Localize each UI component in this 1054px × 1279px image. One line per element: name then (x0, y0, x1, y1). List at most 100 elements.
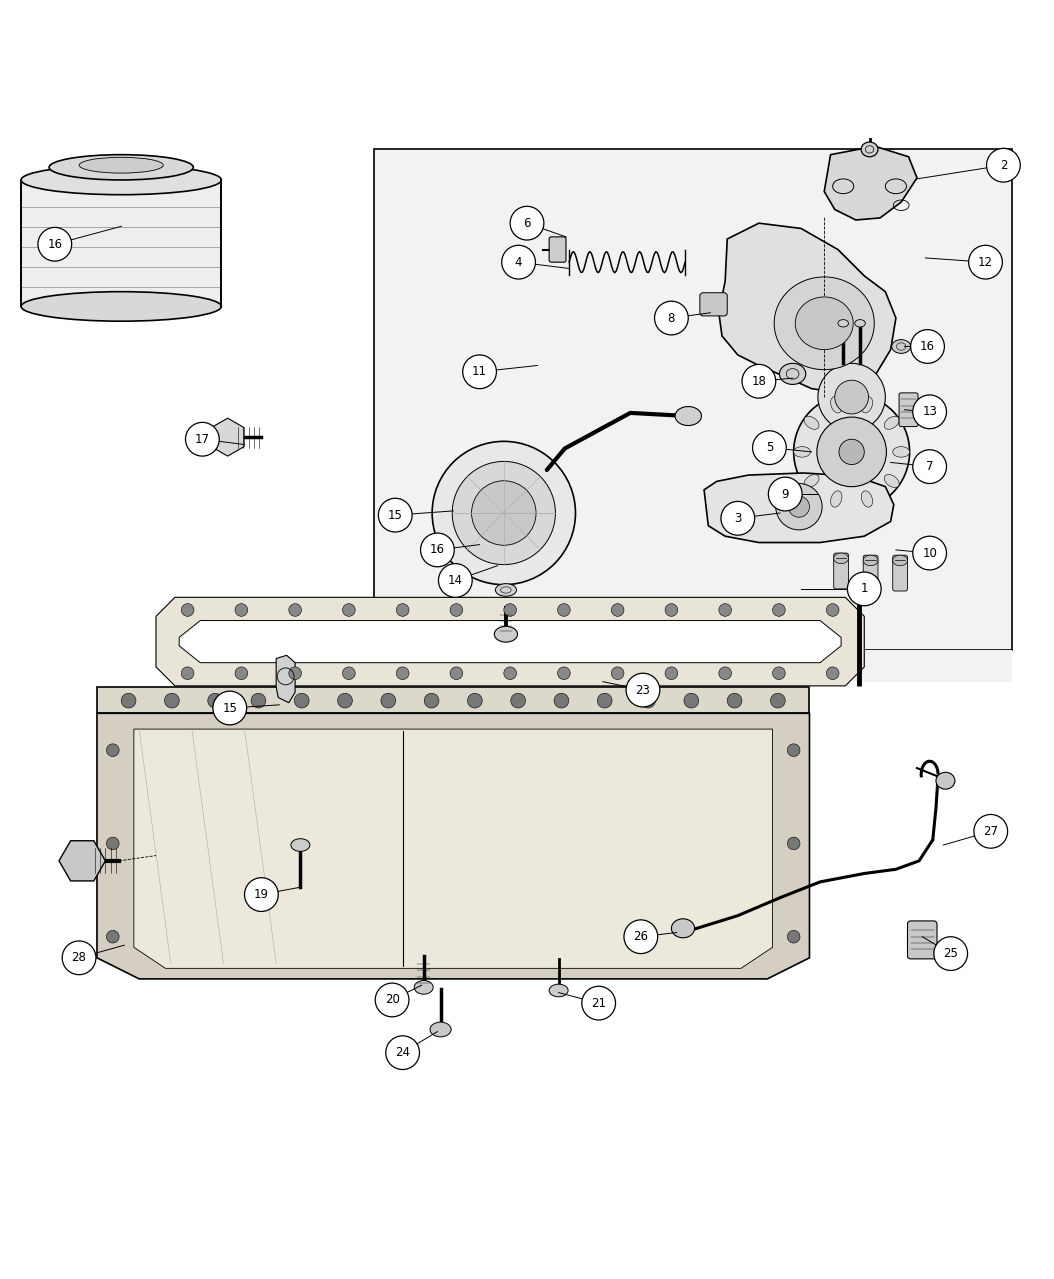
Text: 16: 16 (47, 238, 62, 251)
Ellipse shape (21, 292, 221, 321)
Text: 7: 7 (925, 460, 934, 473)
Circle shape (396, 604, 409, 616)
Circle shape (839, 439, 864, 464)
Circle shape (826, 604, 839, 616)
Circle shape (62, 941, 96, 975)
FancyBboxPatch shape (899, 393, 918, 427)
Ellipse shape (892, 340, 911, 353)
Circle shape (974, 815, 1008, 848)
Text: 18: 18 (752, 375, 766, 388)
Text: 6: 6 (523, 216, 531, 230)
Circle shape (558, 604, 570, 616)
Circle shape (343, 666, 355, 679)
Circle shape (38, 228, 72, 261)
FancyBboxPatch shape (907, 921, 937, 959)
Circle shape (213, 691, 247, 725)
Circle shape (343, 604, 355, 616)
Circle shape (969, 246, 1002, 279)
FancyBboxPatch shape (863, 555, 878, 591)
Ellipse shape (838, 320, 848, 327)
Ellipse shape (861, 396, 873, 413)
Text: 9: 9 (781, 487, 789, 500)
Circle shape (378, 499, 412, 532)
Polygon shape (719, 223, 896, 391)
Text: 10: 10 (922, 546, 937, 560)
Circle shape (164, 693, 179, 709)
Circle shape (611, 666, 624, 679)
Polygon shape (704, 473, 894, 542)
Circle shape (817, 417, 886, 487)
FancyBboxPatch shape (549, 237, 566, 262)
Circle shape (208, 693, 222, 709)
Circle shape (770, 693, 785, 709)
Ellipse shape (863, 555, 878, 565)
Circle shape (794, 394, 910, 510)
Text: 15: 15 (222, 701, 237, 715)
Circle shape (913, 395, 946, 428)
Circle shape (181, 666, 194, 679)
Circle shape (787, 838, 800, 849)
Text: 14: 14 (448, 574, 463, 587)
Text: 5: 5 (766, 441, 773, 454)
Ellipse shape (430, 1022, 451, 1037)
Ellipse shape (834, 553, 848, 564)
Polygon shape (97, 687, 809, 714)
Ellipse shape (831, 491, 842, 508)
Text: 23: 23 (636, 683, 650, 697)
Text: 28: 28 (72, 952, 86, 964)
Circle shape (719, 604, 731, 616)
Polygon shape (156, 597, 864, 686)
Circle shape (289, 604, 301, 616)
Text: 25: 25 (943, 946, 958, 961)
Circle shape (773, 604, 785, 616)
Ellipse shape (774, 278, 875, 370)
Circle shape (684, 693, 699, 709)
Circle shape (452, 462, 555, 564)
Circle shape (655, 301, 688, 335)
Ellipse shape (780, 363, 805, 385)
Ellipse shape (495, 583, 516, 596)
Ellipse shape (861, 142, 878, 157)
Circle shape (847, 572, 881, 606)
Circle shape (106, 930, 119, 943)
Circle shape (665, 666, 678, 679)
Circle shape (468, 693, 483, 709)
FancyBboxPatch shape (700, 293, 727, 316)
Circle shape (773, 666, 785, 679)
Text: 4: 4 (514, 256, 523, 269)
Circle shape (471, 481, 536, 545)
Ellipse shape (804, 416, 819, 430)
Circle shape (624, 920, 658, 954)
Text: 24: 24 (395, 1046, 410, 1059)
FancyBboxPatch shape (893, 555, 907, 591)
Circle shape (665, 604, 678, 616)
Circle shape (753, 431, 786, 464)
Ellipse shape (893, 446, 910, 457)
Ellipse shape (549, 984, 568, 996)
Circle shape (826, 666, 839, 679)
Ellipse shape (21, 165, 221, 194)
Circle shape (504, 666, 516, 679)
Circle shape (450, 666, 463, 679)
Ellipse shape (79, 157, 163, 173)
Text: 19: 19 (254, 888, 269, 902)
Text: 13: 13 (922, 405, 937, 418)
Ellipse shape (414, 981, 433, 994)
Ellipse shape (884, 416, 899, 430)
Ellipse shape (494, 627, 518, 642)
Text: 17: 17 (195, 432, 210, 446)
Circle shape (181, 604, 194, 616)
Circle shape (421, 533, 454, 567)
Ellipse shape (893, 555, 907, 565)
FancyBboxPatch shape (834, 553, 848, 588)
Ellipse shape (794, 446, 811, 457)
Text: 27: 27 (983, 825, 998, 838)
Text: 16: 16 (920, 340, 935, 353)
Polygon shape (179, 620, 841, 663)
Circle shape (911, 330, 944, 363)
Polygon shape (374, 150, 1012, 650)
Circle shape (554, 693, 569, 709)
Text: 20: 20 (385, 994, 399, 1007)
Circle shape (463, 354, 496, 389)
Circle shape (611, 604, 624, 616)
